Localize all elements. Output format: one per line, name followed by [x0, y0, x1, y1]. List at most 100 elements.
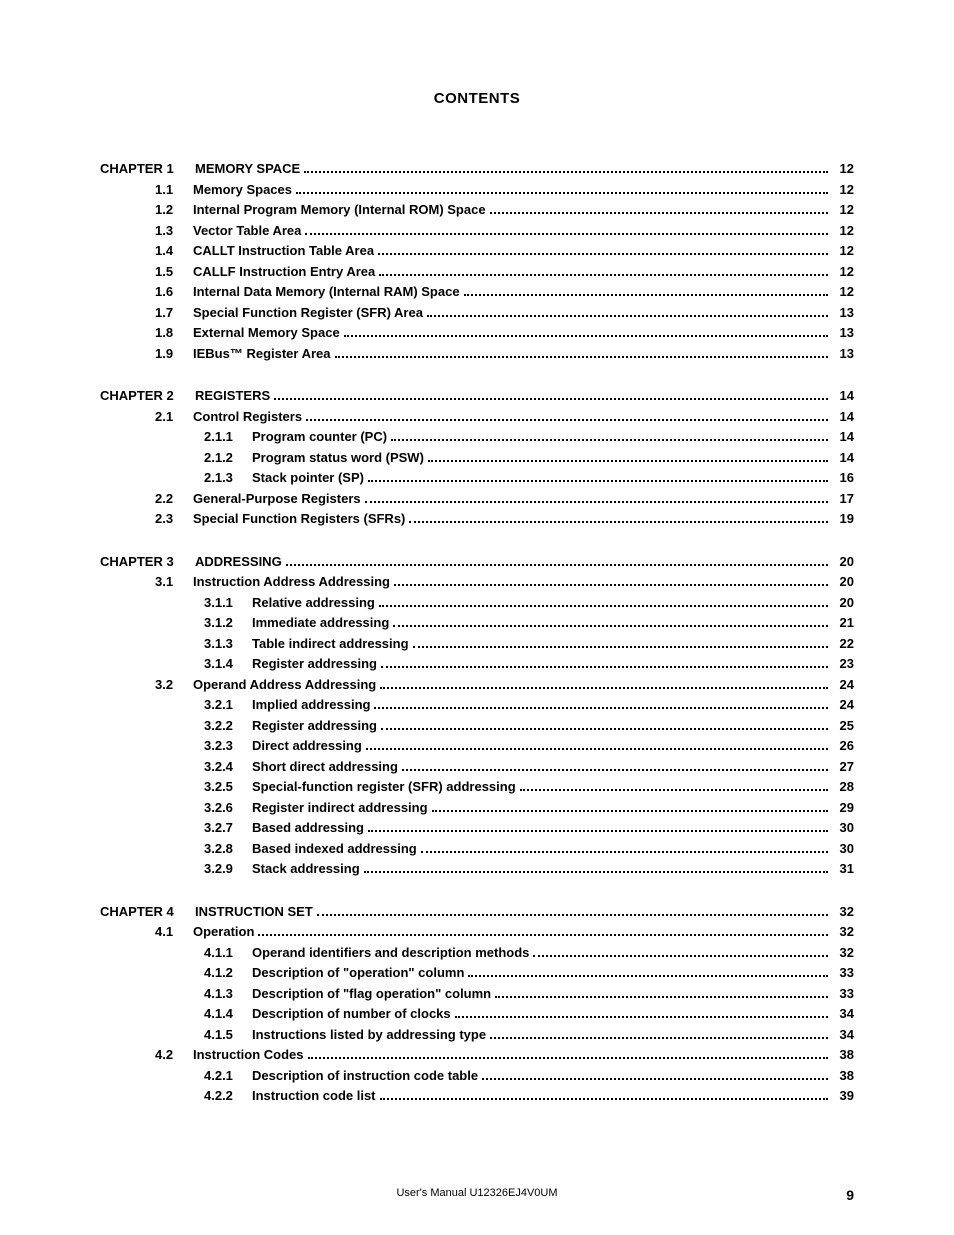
toc-entry-title: INSTRUCTION SET — [195, 905, 313, 918]
toc-dot-leader — [490, 212, 828, 214]
toc-entry: 4.1.1Operand identifiers and description… — [100, 946, 854, 959]
toc-entry: 3.1Instruction Address Addressing20 — [100, 575, 854, 588]
toc-entry-page: 19 — [832, 512, 854, 525]
toc-entry-number: CHAPTER 1 — [100, 162, 195, 175]
toc-dot-leader — [468, 975, 828, 977]
toc-entry-number: 1.9 — [155, 347, 193, 360]
toc-entry-number: 3.2.4 — [204, 760, 252, 773]
toc-entry-page: 14 — [832, 451, 854, 464]
toc-entry-number: 3.1 — [155, 575, 193, 588]
toc-dot-leader — [379, 605, 828, 607]
toc-entry-title: Description of number of clocks — [252, 1007, 451, 1020]
toc-entry: 4.1Operation32 — [100, 925, 854, 938]
toc-entry: 4.2.1Description of instruction code tab… — [100, 1069, 854, 1082]
toc-entry-number: 2.3 — [155, 512, 193, 525]
toc-entry-title: Stack addressing — [252, 862, 360, 875]
toc-entry: 1.3Vector Table Area12 — [100, 224, 854, 237]
toc-entry: 3.2.5Special-function register (SFR) add… — [100, 780, 854, 793]
toc-entry-number: 3.1.1 — [204, 596, 252, 609]
toc-entry-title: Stack pointer (SP) — [252, 471, 364, 484]
toc-entry-number: 3.2.3 — [204, 739, 252, 752]
toc-entry-page: 20 — [832, 596, 854, 609]
toc-entry-page: 33 — [832, 987, 854, 1000]
toc-entry-number: 3.2.9 — [204, 862, 252, 875]
toc-entry-page: 12 — [832, 285, 854, 298]
toc-entry: 3.2.6Register indirect addressing29 — [100, 801, 854, 814]
toc-entry: 3.2Operand Address Addressing24 — [100, 678, 854, 691]
toc-entry-title: Control Registers — [193, 410, 302, 423]
toc-dot-leader — [380, 1098, 828, 1100]
toc-entry-number: 3.1.3 — [204, 637, 252, 650]
toc-entry-page: 14 — [832, 430, 854, 443]
toc-entry: CHAPTER 4INSTRUCTION SET32 — [100, 905, 854, 918]
toc-entry-title: Instruction code list — [252, 1089, 376, 1102]
toc-entry: 4.2Instruction Codes38 — [100, 1048, 854, 1061]
toc-entry-number: 1.5 — [155, 265, 193, 278]
toc-dot-leader — [286, 564, 828, 566]
toc-entry-page: 12 — [832, 183, 854, 196]
toc-entry-title: MEMORY SPACE — [195, 162, 300, 175]
toc-entry-page: 16 — [832, 471, 854, 484]
toc-entry: 1.2Internal Program Memory (Internal ROM… — [100, 203, 854, 216]
toc-entry-number: 3.2.1 — [204, 698, 252, 711]
toc-dot-leader — [368, 480, 828, 482]
toc-entry-title: Program counter (PC) — [252, 430, 387, 443]
toc-entry-page: 34 — [832, 1028, 854, 1041]
toc-entry: 3.2.4Short direct addressing27 — [100, 760, 854, 773]
toc-entry-number: CHAPTER 2 — [100, 389, 195, 402]
toc-entry-title: Internal Data Memory (Internal RAM) Spac… — [193, 285, 460, 298]
toc-entry: 4.2.2Instruction code list39 — [100, 1089, 854, 1102]
toc-entry-number: 2.1.3 — [204, 471, 252, 484]
toc-entry-title: Description of "operation" column — [252, 966, 464, 979]
toc-entry: 1.7Special Function Register (SFR) Area1… — [100, 306, 854, 319]
toc-entry-page: 13 — [832, 347, 854, 360]
toc-entry-number: 1.8 — [155, 326, 193, 339]
toc-dot-leader — [427, 315, 828, 317]
page-number: 9 — [846, 1187, 854, 1203]
toc-entry: 3.2.8Based indexed addressing30 — [100, 842, 854, 855]
toc-entry-title: Table indirect addressing — [252, 637, 409, 650]
toc-entry-number: 1.3 — [155, 224, 193, 237]
toc-dot-leader — [421, 851, 828, 853]
toc-entry-page: 29 — [832, 801, 854, 814]
toc-entry-page: 33 — [832, 966, 854, 979]
toc-entry-title: Special-function register (SFR) addressi… — [252, 780, 516, 793]
toc-dot-leader — [364, 871, 828, 873]
toc-dot-leader — [304, 171, 828, 173]
toc-entry: CHAPTER 1MEMORY SPACE12 — [100, 162, 854, 175]
toc-entry-number: 1.4 — [155, 244, 193, 257]
toc-entry-title: CALLF Instruction Entry Area — [193, 265, 375, 278]
toc-entry-number: 3.2 — [155, 678, 193, 691]
toc-dot-leader — [381, 728, 828, 730]
toc-dot-leader — [296, 192, 828, 194]
toc-entry-page: 23 — [832, 657, 854, 670]
toc-dot-leader — [308, 1057, 828, 1059]
toc-spacer — [100, 533, 854, 555]
toc-dot-leader — [428, 460, 828, 462]
toc-dot-leader — [344, 335, 828, 337]
toc-entry: 3.2.2Register addressing25 — [100, 719, 854, 732]
toc-entry-title: Register addressing — [252, 657, 377, 670]
toc-dot-leader — [366, 748, 828, 750]
toc-dot-leader — [381, 666, 828, 668]
toc-entry-page: 39 — [832, 1089, 854, 1102]
toc-dot-leader — [455, 1016, 828, 1018]
toc-entry-title: Description of instruction code table — [252, 1069, 478, 1082]
toc-dot-leader — [520, 789, 828, 791]
toc-entry-title: Operand identifiers and description meth… — [252, 946, 529, 959]
toc-entry: 3.1.2Immediate addressing21 — [100, 616, 854, 629]
toc-dot-leader — [335, 356, 828, 358]
toc-entry: 4.1.2Description of "operation" column 33 — [100, 966, 854, 979]
toc-dot-leader — [380, 687, 828, 689]
toc-entry-page: 17 — [832, 492, 854, 505]
table-of-contents: CHAPTER 1MEMORY SPACE121.1Memory Spaces1… — [100, 162, 854, 1102]
toc-dot-leader — [409, 521, 828, 523]
toc-entry-number: 4.1.4 — [204, 1007, 252, 1020]
toc-entry-title: Operation — [193, 925, 254, 938]
toc-entry-number: CHAPTER 3 — [100, 555, 195, 568]
toc-dot-leader — [413, 646, 828, 648]
toc-entry-number: 3.2.2 — [204, 719, 252, 732]
toc-entry-number: 3.1.2 — [204, 616, 252, 629]
toc-entry-title: Special Function Register (SFR) Area — [193, 306, 423, 319]
toc-entry-number: 4.1.2 — [204, 966, 252, 979]
